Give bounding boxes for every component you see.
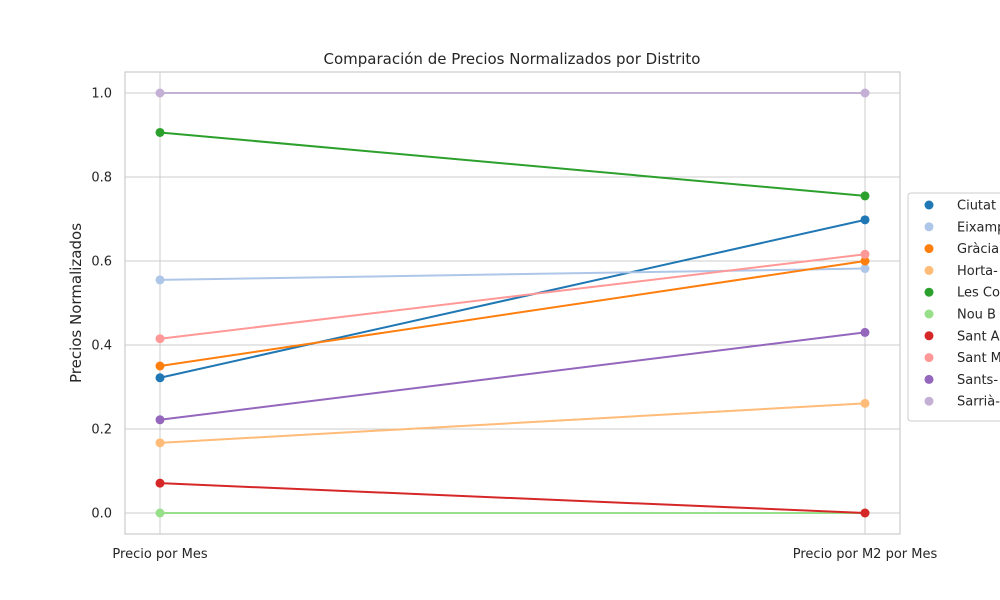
series-9 [155, 88, 870, 98]
legend-marker [924, 200, 934, 210]
data-point [860, 256, 870, 266]
legend-item[interactable]: Les Co [924, 286, 1000, 301]
y-tick-label: 0.2 [91, 423, 112, 438]
data-point [155, 478, 165, 488]
y-tick-label: 0.8 [91, 171, 112, 186]
data-point [155, 334, 165, 344]
legend-marker [924, 265, 934, 275]
legend-label: Sant M [957, 351, 1000, 366]
legend-marker [924, 244, 934, 254]
series-0 [155, 215, 870, 383]
series-2 [155, 256, 870, 371]
data-point [860, 264, 870, 274]
legend-marker [924, 331, 934, 341]
legend-item[interactable]: Eixamp [924, 220, 1000, 235]
data-point [860, 215, 870, 225]
series-line [159, 218, 866, 379]
x-tick-label: Precio por Mes [112, 547, 207, 562]
legend-label: Nou B [957, 308, 996, 323]
data-point [155, 508, 165, 518]
series-line [159, 131, 866, 197]
y-tick-label: 0.6 [91, 255, 112, 270]
legend-label: Sarrià- [957, 395, 1000, 410]
series-line [159, 331, 866, 421]
legend-label: Les Co [957, 286, 1000, 301]
x-tick-label: Precio por M2 por Mes [793, 547, 938, 562]
chart-title: Comparación de Precios Normalizados por … [324, 50, 701, 68]
legend-item[interactable]: Sarrià- [924, 395, 1000, 410]
plot-frame [124, 71, 901, 535]
legend[interactable]: Ciutat Eixamp Gràcia Horta- Les Co Nou B Sant … [907, 192, 1000, 422]
data-point [155, 361, 165, 371]
data-point [155, 127, 165, 137]
series-4 [155, 127, 870, 201]
legend-item[interactable]: Sants- [924, 373, 999, 388]
series-line [159, 253, 866, 340]
series-line [159, 482, 866, 514]
legend-marker [924, 287, 934, 297]
data-point [860, 508, 870, 518]
series-layer [155, 88, 870, 518]
legend-item[interactable]: Ciutat [924, 199, 997, 214]
legend-item[interactable]: Horta- [924, 264, 999, 279]
legend-marker [924, 396, 934, 406]
data-point [860, 327, 870, 337]
legend-item[interactable]: Gràcia [924, 242, 1000, 257]
legend-marker [924, 222, 934, 232]
series-7 [155, 249, 870, 344]
series-6 [155, 478, 870, 518]
y-tick-label: 0.4 [91, 339, 112, 354]
series-line [159, 267, 866, 281]
y-axis-label: Precios Normalizados [67, 223, 85, 383]
legend-marker [924, 374, 934, 384]
series-1 [155, 264, 870, 285]
legend-marker [924, 309, 934, 319]
legend-label: Eixamp [957, 220, 1000, 235]
legend-label: Ciutat [957, 199, 996, 214]
legend-item[interactable]: Sant A [924, 329, 1000, 344]
legend-label: Sants- [957, 373, 998, 388]
series-line [159, 402, 866, 444]
data-point [155, 275, 165, 285]
data-point [155, 415, 165, 425]
series-line [159, 260, 866, 367]
y-axis-ticks: 0.0 0.2 0.4 0.6 0.8 1.0 [91, 87, 112, 522]
data-point [155, 438, 165, 448]
data-point [860, 191, 870, 201]
data-point [860, 249, 870, 259]
data-point [860, 88, 870, 98]
x-axis-ticks: Precio por Mes Precio por M2 por Mes [112, 547, 937, 562]
series-8 [155, 327, 870, 425]
legend-item[interactable]: Nou B [924, 308, 996, 323]
data-point [860, 398, 870, 408]
legend-label: Gràcia [957, 242, 999, 257]
legend-marker [924, 353, 934, 363]
series-3 [155, 398, 870, 448]
data-point [155, 373, 165, 383]
legend-item[interactable]: Sant M [924, 351, 1000, 366]
legend-label: Sant A [957, 329, 1000, 344]
legend-label: Horta- [957, 264, 998, 279]
y-tick-label: 1.0 [91, 87, 112, 102]
y-tick-label: 0.0 [91, 507, 112, 522]
data-point [155, 88, 165, 98]
